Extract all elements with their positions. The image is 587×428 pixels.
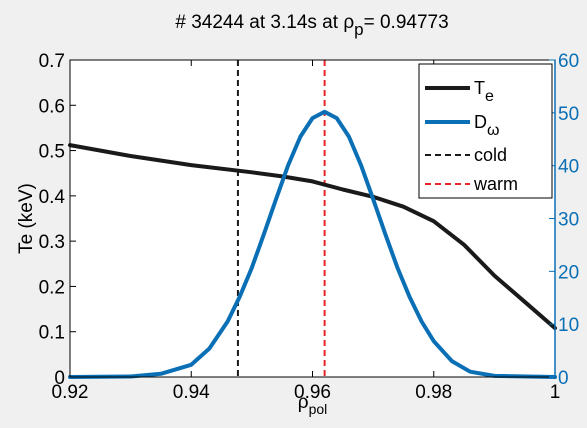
series-dw-line — [68, 109, 557, 379]
x-label-subscript: pol — [309, 401, 328, 417]
y-tick-label-right: 10 — [558, 315, 579, 336]
y-tick-label-left: 0.6 — [39, 96, 65, 117]
y-tick-label-left: 0.2 — [39, 277, 65, 298]
y-tick-label-right: 50 — [558, 104, 579, 125]
x-tick-label: 0.92 — [52, 382, 89, 403]
title-prefix: # 34244 at 3.14s at — [175, 12, 343, 33]
y-tick-label-left: 0.4 — [39, 187, 66, 208]
title-symbol: ρ — [343, 12, 354, 33]
x-tick-label: 1 — [550, 382, 561, 403]
x-axis-label: ρpol — [298, 392, 328, 417]
legend: Te Dω cold warm — [418, 63, 553, 199]
series-te-line — [68, 143, 557, 331]
y-tick-label-left: 0.7 — [39, 51, 65, 72]
x-tick-label: 0.96 — [294, 382, 331, 403]
series-layer — [68, 109, 557, 379]
y-tick-label-right: 0 — [558, 368, 569, 389]
y-tick-label-left: 0.5 — [39, 142, 65, 163]
y-tick-label-left: 0.3 — [39, 232, 65, 253]
x-tick-label: 0.94 — [173, 382, 210, 403]
y-tick-label-right: 60 — [558, 51, 579, 72]
y-tick-label-left: 0.1 — [39, 323, 65, 344]
legend-dw-label: Dω — [474, 112, 500, 139]
y-axis-label-left: Te (keV) — [16, 183, 37, 254]
legend-cold-label: cold — [474, 145, 507, 165]
title-suffix: = 0.94773 — [364, 12, 449, 33]
legend-te-label: Te — [474, 78, 494, 105]
x-label-symbol: ρ — [298, 392, 309, 413]
legend-warm-label: warm — [473, 174, 518, 194]
chart-title: # 34244 at 3.14s at ρp= 0.94773 — [175, 12, 448, 39]
x-tick-label: 0.98 — [415, 382, 452, 403]
y-tick-label-right: 30 — [558, 210, 579, 231]
y-tick-label-left: 0 — [54, 368, 65, 389]
ticks-layer: 0.92 0.94 0.96 0.98 100.10.20.30.40.50.60.70… — [39, 51, 580, 403]
y-tick-label-right: 40 — [558, 157, 579, 178]
y-tick-label-right: 20 — [558, 262, 579, 283]
title-subscript: p — [354, 20, 363, 39]
